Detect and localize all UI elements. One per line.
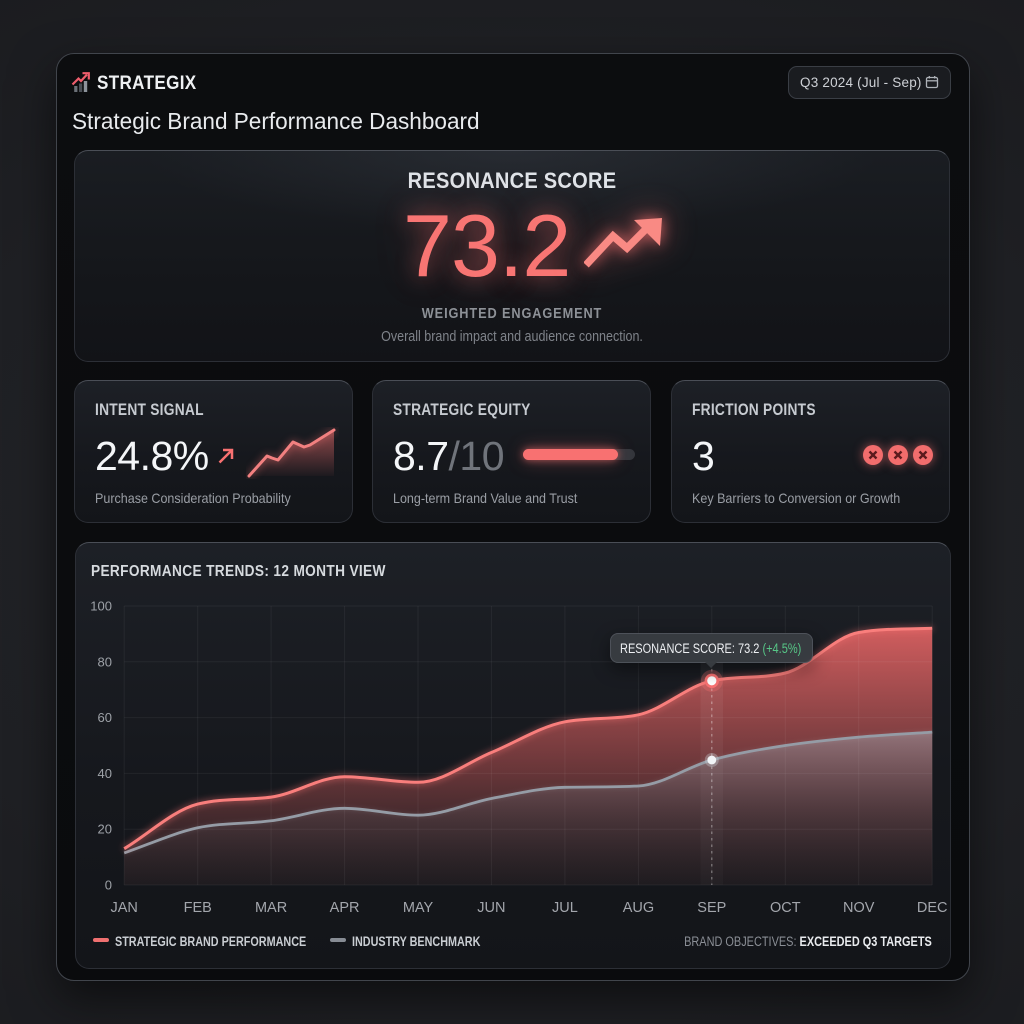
svg-text:MAR: MAR <box>255 900 287 916</box>
svg-text:DEC: DEC <box>917 900 948 916</box>
svg-text:60: 60 <box>98 710 112 725</box>
svg-text:MAY: MAY <box>403 900 434 916</box>
svg-text:100: 100 <box>90 599 112 614</box>
svg-text:JAN: JAN <box>110 900 137 916</box>
svg-text:OCT: OCT <box>770 900 801 916</box>
svg-text:SEP: SEP <box>697 900 726 916</box>
svg-text:FEB: FEB <box>184 900 212 916</box>
svg-text:APR: APR <box>330 900 360 916</box>
svg-text:AUG: AUG <box>623 900 654 916</box>
svg-text:JUN: JUN <box>477 900 505 916</box>
svg-text:40: 40 <box>98 766 112 781</box>
svg-text:20: 20 <box>98 822 112 837</box>
svg-text:80: 80 <box>98 654 112 669</box>
svg-text:0: 0 <box>105 878 112 893</box>
svg-text:NOV: NOV <box>843 900 875 916</box>
svg-text:JUL: JUL <box>552 900 578 916</box>
